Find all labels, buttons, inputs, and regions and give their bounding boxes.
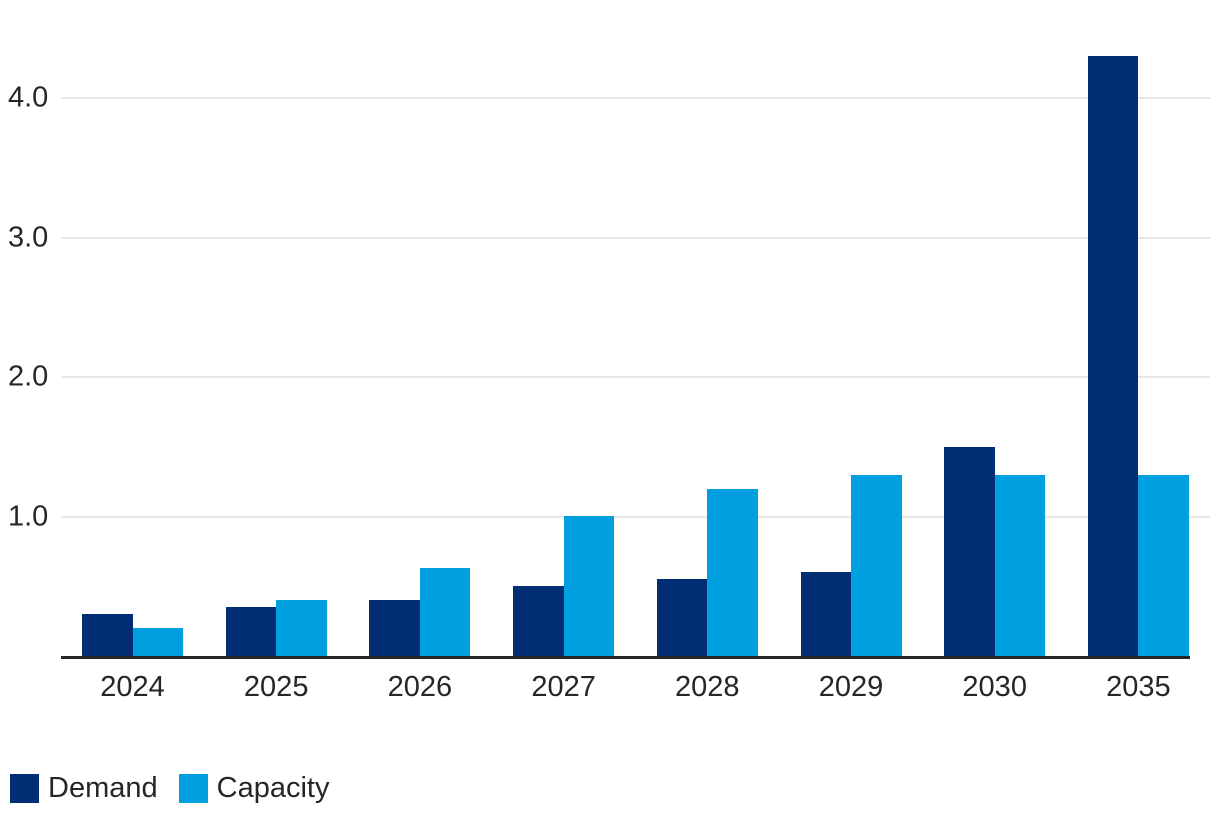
bar-capacity-2030	[994, 475, 1046, 656]
bar-demand-2028	[656, 579, 708, 656]
bar-demand-2027	[513, 586, 564, 656]
bar-demand-2026	[369, 600, 420, 656]
bar-capacity-2029	[851, 475, 902, 656]
y-axis-tick-label-2.0: 2.0	[8, 360, 49, 393]
x-axis-tick-label-2028: 2028	[675, 671, 740, 703]
x-axis-line	[61, 656, 1190, 659]
bar-demand-2035	[1087, 56, 1139, 656]
bar-capacity-2027	[563, 516, 615, 656]
legend-item-demand: Demand	[10, 774, 158, 803]
y-axis-tick-label-4.0: 4.0	[8, 81, 49, 114]
demand-color-swatch	[10, 774, 39, 803]
x-axis-tick-label-2027: 2027	[531, 671, 596, 703]
y-axis-tick-label-3.0: 3.0	[8, 221, 49, 253]
x-axis-tick-label-2029: 2029	[818, 671, 884, 703]
chart-legend: Demand Capacity	[10, 774, 329, 803]
gridline-4.0	[61, 97, 1210, 99]
bar-capacity-2028	[707, 489, 758, 656]
x-axis-tick-label-2035: 2035	[1106, 671, 1171, 703]
bar-capacity-2025	[276, 600, 327, 656]
gridline-1.0	[61, 515, 1210, 518]
bar-demand-2025	[225, 607, 277, 656]
x-axis-tick-label-2026: 2026	[387, 671, 453, 703]
gridline-3.0	[61, 236, 1210, 239]
y-axis-tick-label-1.0: 1.0	[8, 500, 49, 532]
capacity-color-swatch	[178, 774, 208, 803]
bar-demand-2029	[800, 572, 851, 656]
bar-demand-2024	[82, 614, 133, 656]
gridline-2.0	[61, 376, 1210, 378]
bar-demand-2030	[944, 447, 995, 656]
x-axis-tick-label-2024: 2024	[100, 671, 165, 703]
bar-capacity-2026	[419, 568, 471, 656]
legend-item-capacity: Capacity	[178, 772, 330, 804]
legend-label-capacity: Capacity	[216, 772, 330, 804]
bar-capacity-2035	[1138, 475, 1189, 656]
x-axis-tick-label-2030: 2030	[962, 671, 1027, 703]
legend-label-demand: Demand	[48, 772, 158, 804]
bar-capacity-2024	[132, 628, 183, 656]
x-axis-tick-label-2025: 2025	[243, 671, 309, 703]
